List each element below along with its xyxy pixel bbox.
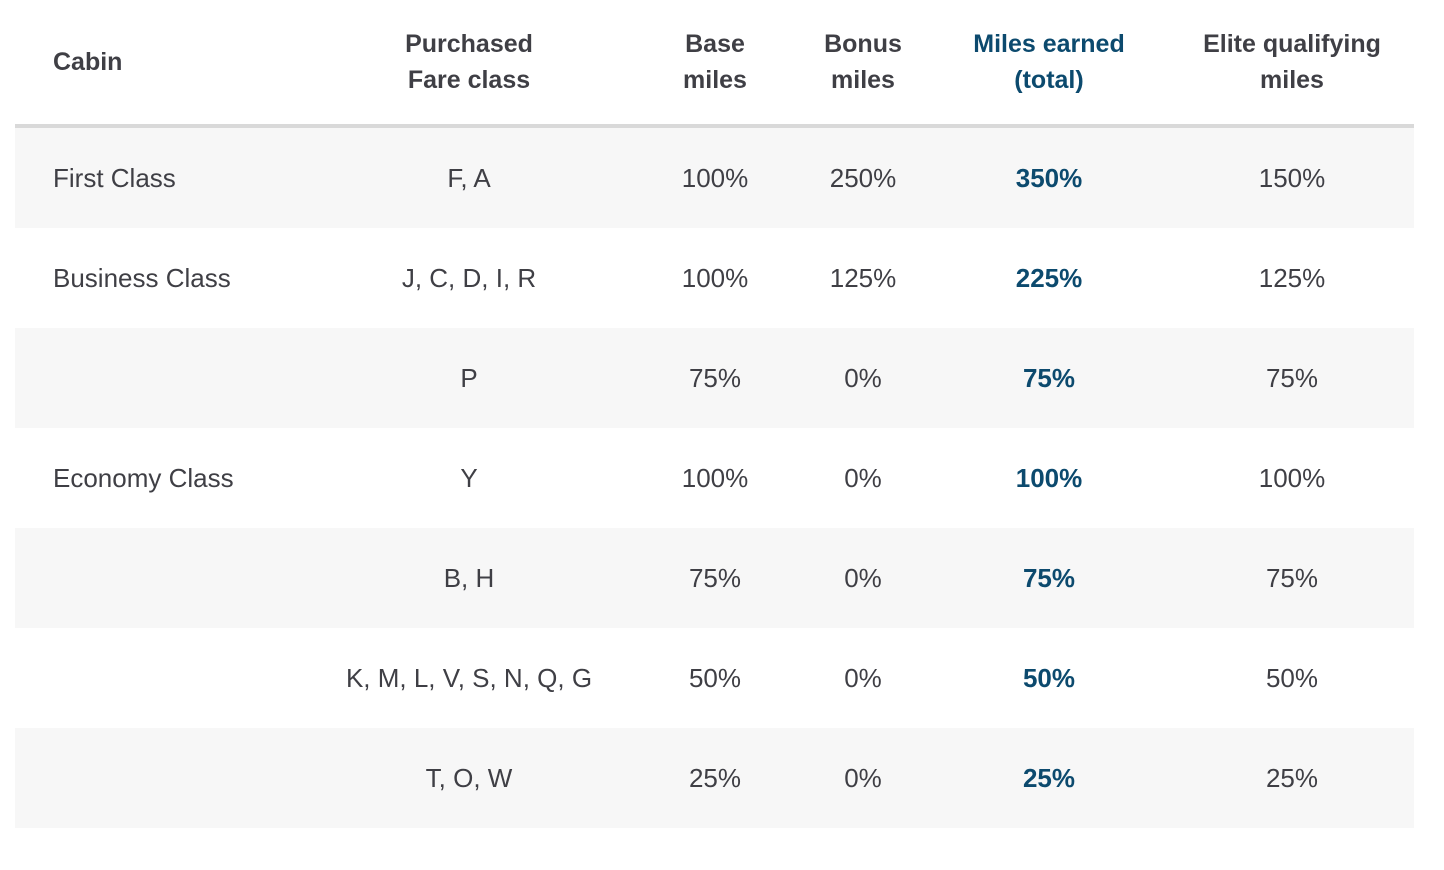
cell-fare-class: P [460,362,478,393]
cell-elite-qualifying: 25% [1265,762,1319,793]
table-row-economy-kmlvsnqg: K, M, L, V, S, N, Q, G 50% 0% 50% 50% [15,628,1414,728]
table-row-business-class: Business Class J, C, D, I, R 100% 125% 2… [15,228,1414,328]
cell-cabin: Economy Class [53,462,234,493]
mileage-earning-table: Cabin Purchased Fare class Base miles Bo… [15,0,1414,828]
cell-cabin: First Class [53,162,176,193]
cell-cabin: Business Class [53,262,231,293]
cell-bonus-miles: 0% [844,762,882,793]
cell-miles-earned: 50% [1022,662,1076,693]
cell-base-miles: 100% [681,462,749,493]
cell-bonus-miles: 0% [844,662,882,693]
header-cell-elite-qualifying: Elite qualifying miles [1203,29,1381,94]
cell-fare-class: T, O, W [425,762,513,793]
cell-fare-class: J, C, D, I, R [401,262,537,293]
header-cell-fare-class: Purchased Fare class [405,29,533,94]
cell-base-miles: 100% [681,162,749,193]
cell-miles-earned: 25% [1022,762,1076,793]
header-cell-miles-earned: Miles earned (total) [973,29,1125,94]
table-row-economy-y: Economy Class Y 100% 0% 100% 100% [15,428,1414,528]
cell-bonus-miles: 0% [844,362,882,393]
table-row-first-class: First Class F, A 100% 250% 350% 150% [15,128,1414,228]
cell-elite-qualifying: 75% [1265,562,1319,593]
cell-fare-class: Y [460,462,478,493]
cell-base-miles: 75% [688,562,742,593]
cell-base-miles: 75% [688,362,742,393]
cell-base-miles: 25% [688,762,742,793]
cell-base-miles: 100% [681,262,749,293]
table-row-economy-tow: T, O, W 25% 0% 25% 25% [15,728,1414,828]
cell-elite-qualifying: 75% [1265,362,1319,393]
table-row-economy-bh: B, H 75% 0% 75% 75% [15,528,1414,628]
cell-bonus-miles: 125% [829,262,897,293]
cell-miles-earned: 225% [1015,262,1083,293]
cell-elite-qualifying: 50% [1265,662,1319,693]
cell-fare-class: F, A [447,162,491,193]
cell-bonus-miles: 250% [829,162,897,193]
cell-bonus-miles: 0% [844,562,882,593]
cell-elite-qualifying: 125% [1258,262,1326,293]
cell-miles-earned: 350% [1015,162,1083,193]
cell-base-miles: 50% [688,662,742,693]
cell-bonus-miles: 0% [844,462,882,493]
header-divider [15,124,1414,128]
cell-miles-earned: 75% [1022,362,1076,393]
header-cell-cabin: Cabin [53,47,123,76]
cell-elite-qualifying: 100% [1258,462,1326,493]
cell-fare-class: B, H [443,562,495,593]
cell-fare-class: K, M, L, V, S, N, Q, G [345,662,593,693]
header-cell-bonus-miles: Bonus miles [824,29,902,94]
cell-miles-earned: 75% [1022,562,1076,593]
cell-elite-qualifying: 150% [1258,162,1326,193]
header-cell-base-miles: Base miles [683,29,747,94]
table-header-row: Cabin Purchased Fare class Base miles Bo… [15,0,1414,124]
cell-miles-earned: 100% [1015,462,1083,493]
table-row-premium-p: P 75% 0% 75% 75% [15,328,1414,428]
